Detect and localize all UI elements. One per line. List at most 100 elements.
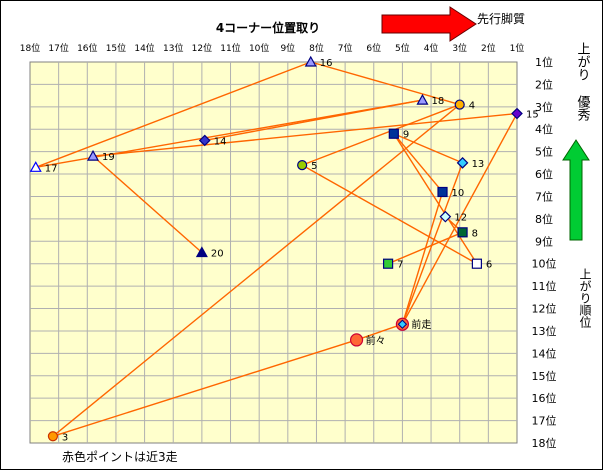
connection-line [356,323,403,341]
y-tick-label: 17位 [532,414,557,428]
y-tick-label: 10位 [532,257,557,271]
point-label: 前々 [366,334,386,347]
connection-line [401,162,464,325]
point-marker [471,258,482,269]
arrow-right-icon [381,6,477,42]
connection-line [35,61,311,168]
connection-line [35,99,423,169]
y-tick-label: 15位 [532,369,557,383]
connection-line [301,103,460,166]
point-marker [437,186,448,198]
point-label: 13 [472,159,485,170]
chart-title: 4コーナー位置取り [216,20,320,35]
x-tick-label: 10位 [249,42,269,54]
point-marker [511,107,523,120]
x-tick-label: 16位 [77,42,97,54]
x-tick-label: 17位 [48,42,68,54]
y-tick-label: 12位 [532,302,557,316]
data-point: 5 [297,159,318,172]
point-label: 4 [469,101,475,112]
y-tick-label: 16位 [532,391,557,405]
data-point: 19 [87,149,115,163]
y-tick-label: 11位 [532,279,557,293]
y-axis-ticks: 1位 2位 3位 4位 5位 6位 7位 8位 9位 10位 11位 12位 13位 14位 15位 16位 1… [532,55,557,450]
point-marker [47,431,59,442]
point-label: 14 [214,136,227,147]
point-marker [416,93,429,105]
x-tick-label: 11位 [220,42,240,54]
x-tick-label: 4位 [424,42,439,54]
y-tick-label: 13位 [532,324,557,338]
x-tick-label: 13位 [163,42,183,54]
data-point: 前々 [349,333,386,347]
point-marker [304,55,317,67]
connection-line [393,133,478,265]
data-point: 14 [198,134,227,147]
point-label: 7 [397,260,403,271]
connection-line [92,112,518,157]
x-tick-label: 15位 [106,42,126,54]
point-label: 前走 [411,318,431,331]
data-point: 4 [454,99,475,112]
y-tick-label: 7位 [535,189,553,203]
point-marker [349,333,364,347]
point-marker [29,161,42,172]
x-tick-label: 1位 [510,42,525,54]
connection-line [92,155,203,254]
y-tick-label: 2位 [535,77,553,91]
point-marker [382,258,394,269]
point-label: 19 [102,152,115,163]
y-tick-label: 1位 [535,55,553,69]
x-tick-label: 7位 [338,42,353,54]
point-label: 10 [452,188,465,199]
x-tick-label: 18位 [20,42,40,54]
point-label: 20 [211,249,224,260]
data-point: 17 [29,161,57,174]
y-tick-label: 18位 [532,436,557,450]
x-tick-label: 6位 [366,42,381,54]
point-label: 5 [311,161,317,172]
grid [30,62,517,443]
connection-line [52,104,461,437]
x-tick-label: 2位 [481,42,496,54]
x-tick-label: 5位 [395,42,410,54]
data-point: 6 [471,258,492,271]
y-tick-label: 3位 [535,100,553,114]
y-tick-label: 6位 [535,167,553,181]
point-marker [297,159,308,171]
data-point: 10 [437,186,465,199]
connection-line [401,113,518,325]
arrow-up-label-1: 上がり [575,42,591,81]
x-tick-label: 3位 [452,42,467,54]
x-axis-ticks: 18位 17位 16位 15位 14位 13位 12位 11位 10位 9位 8位 7位 6位 5位 4位 3… [20,42,525,54]
x-tick-label: 9位 [280,42,295,54]
data-point: 15 [511,107,539,121]
point-label: 9 [403,130,409,141]
point-label: 16 [320,58,333,69]
point-marker [388,128,399,139]
connection-line [301,164,478,265]
point-label: 3 [62,432,68,443]
point-marker [454,99,465,110]
x-tick-label: 14位 [134,42,154,54]
connection-line [401,191,444,325]
data-point: 9 [388,128,409,141]
point-label: 18 [431,96,444,107]
connection-line [310,61,460,106]
data-point: 16 [304,55,333,69]
y-tick-label: 8位 [535,212,553,226]
data-point: 7 [382,258,403,271]
point-label: 12 [454,213,467,224]
data-point: 18 [416,93,444,107]
point-marker-inner [397,319,408,329]
data-point: 前走 [395,317,431,331]
y-tick-label: 5位 [535,145,553,159]
point-marker [198,134,211,147]
plot-area [29,61,518,444]
data-point: 20 [195,246,224,260]
point-marker [87,149,100,161]
point-marker [195,246,208,258]
data-point: 8 [457,227,478,239]
point-label: 6 [486,260,492,271]
